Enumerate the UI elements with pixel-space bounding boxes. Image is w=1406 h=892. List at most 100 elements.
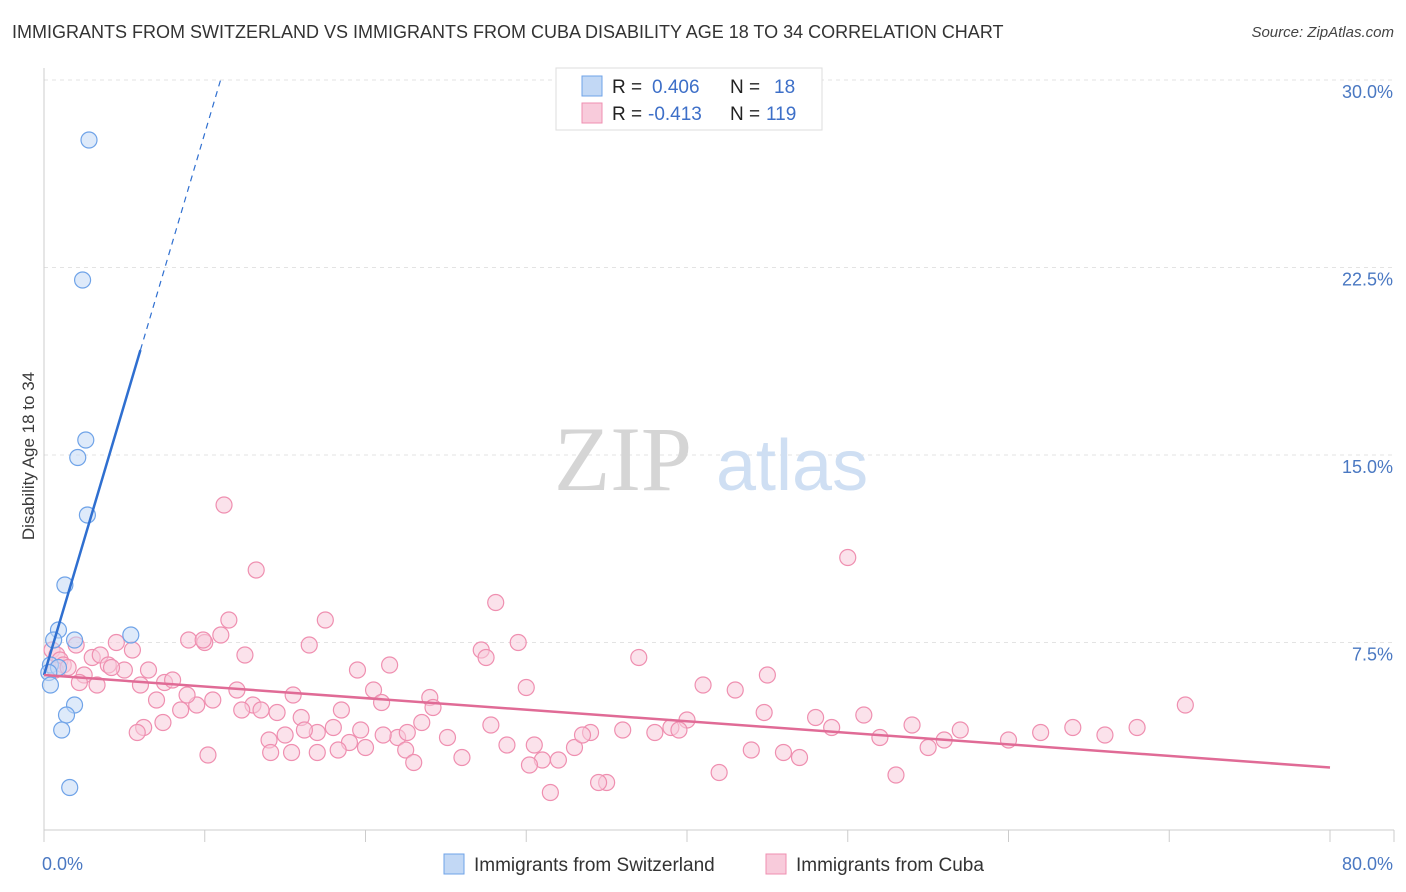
- point-cuba: [405, 753, 423, 772]
- point-cuba: [268, 703, 286, 722]
- point-cuba: [194, 631, 212, 649]
- point-cuba: [903, 716, 921, 734]
- chart-title: IMMIGRANTS FROM SWITZERLAND VS IMMIGRANT…: [12, 22, 1004, 42]
- point-cuba: [758, 666, 776, 684]
- trend-line-switzerland-extension: [139, 78, 222, 351]
- point-cuba: [282, 743, 301, 762]
- point-cuba: [212, 626, 230, 644]
- point-cuba: [413, 713, 431, 732]
- point-cuba: [525, 736, 543, 754]
- point-cuba: [88, 676, 106, 694]
- point-cuba: [855, 706, 873, 724]
- point-cuba: [107, 633, 125, 652]
- point-cuba: [329, 741, 347, 759]
- point-cuba: [147, 691, 166, 709]
- point-cuba: [887, 766, 905, 784]
- point-cuba: [589, 773, 608, 792]
- point-cuba: [919, 738, 937, 757]
- point-cuba: [839, 548, 857, 567]
- point-cuba: [1032, 723, 1050, 742]
- point-cuba: [123, 641, 142, 659]
- point-cuba: [573, 726, 592, 744]
- point-cuba: [774, 743, 793, 762]
- point-cuba: [324, 718, 342, 737]
- point-cuba: [549, 751, 568, 769]
- grid-layer: [44, 79, 1394, 643]
- point-cuba: [178, 686, 196, 704]
- point-cuba: [397, 741, 415, 759]
- point-cuba: [726, 681, 744, 699]
- point-cuba: [233, 701, 251, 719]
- points-layer: [40, 131, 1194, 802]
- bottom-legend-swatch-switzerland: [443, 853, 465, 875]
- trend-line-cuba: [43, 673, 1331, 769]
- legend-r-value-cuba: -0.413: [648, 104, 702, 125]
- point-cuba: [790, 748, 809, 767]
- point-switzerland: [61, 778, 79, 797]
- point-cuba: [1128, 718, 1146, 737]
- point-cuba: [356, 738, 375, 757]
- point-cuba: [199, 746, 217, 764]
- point-switzerland: [122, 626, 140, 644]
- point-cuba: [204, 691, 222, 709]
- point-cuba: [352, 721, 370, 739]
- point-cuba: [172, 701, 190, 719]
- point-cuba: [180, 631, 198, 649]
- point-cuba: [482, 716, 500, 734]
- bottom-legend-label-cuba: Immigrants from Cuba: [796, 855, 984, 876]
- point-cuba: [806, 708, 825, 727]
- point-cuba: [614, 721, 632, 739]
- point-switzerland: [41, 676, 60, 694]
- point-cuba: [520, 756, 539, 774]
- legend-r-label-cuba: R =: [612, 104, 642, 125]
- point-cuba: [215, 496, 233, 514]
- point-cuba: [295, 721, 314, 739]
- legend-n-label-switzerland: N =: [730, 77, 760, 98]
- y-tick-label: 7.5%: [1352, 645, 1393, 665]
- point-cuba: [1096, 726, 1114, 744]
- y-axis-label: Disability Age 18 to 34: [19, 372, 38, 540]
- point-cuba: [247, 561, 265, 579]
- point-cuba: [646, 723, 664, 742]
- legend-box: R = 0.406 N = 18 R = -0.413 N = 119: [555, 67, 823, 131]
- legend-n-label-cuba: N =: [730, 104, 760, 125]
- point-cuba: [1064, 718, 1082, 737]
- trend-layer: [42, 78, 1331, 769]
- point-switzerland: [73, 271, 92, 289]
- point-cuba: [316, 611, 334, 629]
- point-cuba: [332, 701, 350, 719]
- point-cuba: [742, 741, 760, 759]
- x-tick-label: 0.0%: [42, 854, 83, 874]
- point-cuba: [517, 678, 535, 697]
- x-tick-label: 80.0%: [1342, 854, 1393, 874]
- legend-n-value-cuba: 119: [766, 104, 796, 125]
- point-cuba: [453, 748, 471, 767]
- trend-line-switzerland: [42, 349, 142, 676]
- point-cuba: [871, 728, 889, 747]
- point-cuba: [236, 646, 254, 664]
- point-cuba: [276, 726, 294, 744]
- point-cuba: [951, 721, 969, 739]
- point-cuba: [252, 701, 270, 719]
- legend-r-label-switzerland: R =: [612, 77, 642, 98]
- point-cuba: [131, 676, 150, 694]
- point-cuba: [381, 656, 399, 674]
- chart-source: Source: ZipAtlas.com: [1251, 24, 1394, 41]
- point-cuba: [710, 763, 728, 782]
- point-cuba: [487, 593, 505, 612]
- point-cuba: [498, 736, 516, 754]
- point-switzerland: [53, 721, 71, 739]
- point-cuba: [102, 658, 121, 677]
- y-tick-label: 30.0%: [1342, 82, 1393, 102]
- point-cuba: [154, 713, 172, 732]
- point-cuba: [541, 783, 559, 802]
- bottom-legend-swatch-cuba: [765, 853, 787, 875]
- point-cuba: [398, 723, 416, 742]
- legend-r-value-switzerland: 0.406: [652, 77, 700, 98]
- bottom-legend: Immigrants from Switzerland Immigrants f…: [443, 853, 984, 876]
- point-cuba: [438, 728, 457, 747]
- point-cuba: [565, 738, 584, 757]
- point-cuba: [374, 726, 392, 744]
- point-switzerland: [65, 631, 84, 649]
